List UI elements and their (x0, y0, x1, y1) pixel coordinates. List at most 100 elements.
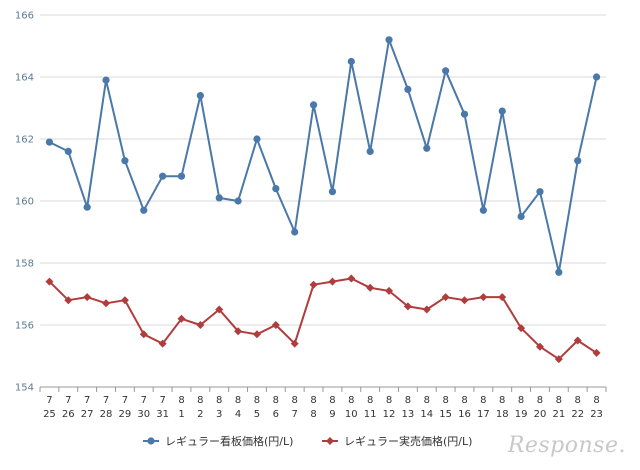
series-line (48, 38, 598, 274)
x-tick-label-month: 8 (329, 395, 335, 406)
x-tick-label-month: 8 (593, 395, 599, 406)
data-point (574, 157, 582, 165)
data-point (423, 144, 431, 152)
data-point (592, 73, 601, 81)
data-point (517, 212, 525, 221)
data-point (535, 342, 544, 351)
x-tick-label-day: 12 (383, 409, 396, 420)
x-tick-label-month: 8 (537, 395, 543, 406)
data-point (479, 206, 487, 214)
data-point (234, 327, 243, 336)
x-tick-label-month: 8 (235, 395, 241, 406)
y-tick-label: 160 (15, 197, 34, 208)
data-point (271, 321, 280, 329)
data-point (573, 336, 582, 345)
data-point (45, 277, 54, 286)
data-point (215, 305, 224, 314)
data-point (328, 277, 337, 286)
x-tick-label-month: 8 (405, 395, 411, 406)
data-point (45, 138, 54, 146)
data-point (309, 280, 318, 289)
data-point (479, 293, 488, 302)
x-tick-label-day: 27 (81, 409, 94, 420)
x-tick-label-month: 8 (556, 395, 562, 406)
data-point (196, 92, 204, 100)
x-tick-label-month: 7 (46, 395, 52, 406)
x-tick-label-month: 7 (141, 395, 147, 406)
x-tick-label-month: 8 (575, 395, 581, 406)
x-tick-label-day: 18 (496, 409, 509, 420)
data-point (272, 185, 280, 193)
y-tick-label: 154 (15, 383, 34, 394)
data-point (291, 228, 299, 236)
x-tick-label-day: 14 (420, 409, 433, 420)
x-tick-label-day: 3 (216, 409, 222, 420)
legend-marker (147, 437, 155, 445)
data-point (234, 197, 242, 205)
x-tick-label-month: 8 (254, 395, 260, 406)
x-tick-label-month: 8 (499, 395, 505, 406)
x-tick-label-month: 8 (518, 395, 524, 406)
legend: レギュラー看板価格(円/L) レギュラー実売価格(円/L) (143, 434, 472, 448)
x-tick-label-month: 7 (122, 395, 128, 406)
legend-item-1: レギュラー看板価格(円/L) (143, 434, 293, 448)
data-point (309, 101, 318, 109)
x-tick-label-day: 23 (590, 409, 603, 420)
series-line (48, 277, 598, 361)
legend-marker (326, 437, 334, 445)
data-point (83, 293, 92, 302)
data-point (422, 305, 431, 314)
x-tick-label-day: 16 (458, 409, 471, 420)
x-tick-label-month: 8 (386, 395, 392, 406)
x-tick-label-day: 8 (310, 409, 316, 420)
y-tick-label: 166 (15, 11, 34, 22)
y-tick-label: 158 (15, 259, 34, 270)
x-tick-label-day: 15 (439, 409, 452, 420)
data-point (554, 355, 563, 364)
x-tick-label-day: 2 (197, 409, 203, 420)
data-point (120, 296, 129, 305)
data-point (403, 302, 412, 311)
x-tick-label-day: 17 (477, 409, 490, 420)
x-tick-label-day: 9 (329, 409, 335, 420)
data-point (366, 283, 375, 292)
data-point (592, 348, 601, 357)
x-tick-label-month: 8 (216, 395, 222, 406)
data-point (328, 188, 337, 196)
x-tick-label-month: 8 (367, 395, 373, 406)
axes: 1541561581601621641667257267277287297307… (15, 11, 607, 420)
data-point (498, 293, 507, 302)
y-tick-label: 164 (15, 73, 34, 84)
data-point (83, 203, 91, 211)
x-tick-label-day: 29 (119, 409, 132, 420)
x-tick-label-day: 4 (235, 409, 241, 420)
data-point (404, 85, 412, 93)
y-tick-label: 162 (15, 135, 34, 146)
data-point (252, 330, 261, 339)
data-point (102, 76, 110, 84)
data-point (102, 299, 111, 308)
data-point (196, 321, 205, 329)
x-tick-label-day: 19 (515, 409, 528, 420)
x-tick-label-day: 25 (43, 409, 56, 420)
data-point (139, 330, 148, 339)
x-tick-label-month: 8 (310, 395, 316, 406)
data-point (177, 172, 186, 180)
data-point (385, 286, 394, 295)
series-group (45, 36, 601, 364)
x-tick-label-month: 8 (424, 395, 430, 406)
x-tick-label-month: 7 (84, 395, 90, 406)
response-logo: Response. (507, 433, 626, 458)
x-tick-label-month: 8 (442, 395, 448, 406)
x-tick-label-day: 30 (137, 409, 150, 420)
x-tick-label-day: 6 (273, 409, 279, 420)
x-tick-label-day: 5 (254, 409, 260, 420)
data-point (498, 107, 506, 115)
data-point (441, 293, 450, 302)
x-tick-label-day: 26 (62, 409, 75, 420)
data-point (385, 36, 393, 44)
x-tick-label-day: 1 (178, 409, 184, 420)
data-point (121, 157, 129, 165)
data-point (460, 296, 469, 305)
